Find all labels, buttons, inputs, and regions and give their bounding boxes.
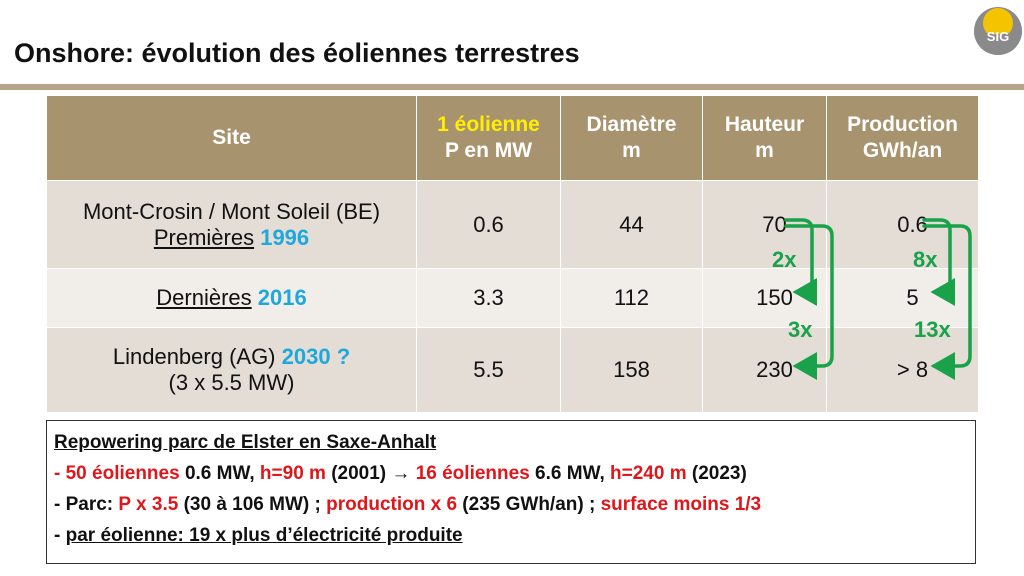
logo-text: SIG bbox=[986, 29, 1010, 44]
cell-diameter: 112 bbox=[560, 268, 703, 328]
header-production-line1: Production bbox=[847, 113, 958, 136]
header-power: 1 éolienne P en MW bbox=[416, 95, 561, 181]
line3-text: par éolienne: 19 x plus d’électricité pr… bbox=[65, 525, 463, 546]
header-site-label: Site bbox=[212, 126, 251, 149]
header-height-line1: Hauteur bbox=[724, 113, 805, 136]
cell-diameter: 44 bbox=[560, 180, 703, 269]
header-power-line1: 1 éolienne bbox=[437, 113, 540, 136]
cell-site: Lindenberg (AG) 2030 ? (3 x 5.5 MW) bbox=[46, 327, 417, 413]
line2-parc-label: - Parc: bbox=[54, 494, 119, 515]
site-label: Dernières bbox=[156, 285, 252, 310]
header-production: Production GWh/an bbox=[826, 95, 979, 181]
page-title: Onshore: évolution des éoliennes terrest… bbox=[14, 38, 580, 68]
line2-surface: surface moins 1/3 bbox=[600, 494, 762, 515]
cell-diameter: 158 bbox=[560, 327, 703, 413]
header-diameter: Diamètre m bbox=[560, 95, 703, 181]
sig-logo: SIG bbox=[973, 6, 1023, 56]
title-underline bbox=[0, 84, 1024, 90]
cell-height: 70 bbox=[702, 180, 827, 269]
cell-production: 5 bbox=[826, 268, 979, 328]
right-arrow-icon: → bbox=[391, 463, 411, 484]
header-site: Site bbox=[46, 95, 417, 181]
diameter-value: 44 bbox=[619, 211, 644, 237]
cell-power: 5.5 bbox=[416, 327, 561, 413]
cell-power: 0.6 bbox=[416, 180, 561, 269]
site-year: 2016 bbox=[257, 285, 307, 310]
cell-power: 3.3 bbox=[416, 268, 561, 328]
repowering-box: Repowering parc de Elster en Saxe-Anhalt… bbox=[46, 420, 976, 564]
production-value: > 8 bbox=[896, 357, 929, 382]
wind-turbine-table: Site 1 éolienne P en MW Diamètre m Hauteur… bbox=[46, 95, 979, 413]
height-value: 70 bbox=[762, 211, 787, 237]
cell-height: 230 bbox=[702, 327, 827, 413]
cell-production: 0.6 bbox=[826, 180, 979, 269]
line2-power-factor: P x 3.5 bbox=[118, 494, 179, 515]
header-diameter-line2: m bbox=[622, 139, 641, 162]
line3-dash: - bbox=[54, 525, 66, 546]
cell-site: Mont-Crosin / Mont Soleil (BE) Premières … bbox=[46, 180, 417, 269]
table-row: Dernières 2016 3.3 112 150 5 bbox=[46, 268, 979, 328]
header-production-line2: GWh/an bbox=[862, 139, 943, 162]
line1-height-new: h=240 m bbox=[610, 463, 687, 484]
cell-production: > 8 bbox=[826, 327, 979, 413]
line2-power-range: (30 à 106 MW) ; bbox=[178, 494, 327, 515]
table-row: Mont-Crosin / Mont Soleil (BE) Premières … bbox=[46, 180, 979, 269]
line1-year-old: (2001) bbox=[325, 463, 392, 484]
line1-turbines-old: 50 éoliennes bbox=[65, 463, 180, 484]
site-name: Lindenberg (AG) bbox=[112, 344, 276, 369]
line1-power-new: 6.6 MW, bbox=[529, 463, 611, 484]
header-diameter-line1: Diamètre bbox=[586, 113, 677, 136]
height-value: 150 bbox=[756, 285, 793, 310]
production-value: 0.6 bbox=[897, 211, 928, 237]
line2-production-factor: production x 6 bbox=[326, 494, 458, 515]
box-line-2: - Parc: P x 3.5 (30 à 106 MW) ; producti… bbox=[54, 489, 975, 520]
header-height-line2: m bbox=[755, 139, 774, 162]
power-value: 0.6 bbox=[473, 211, 504, 237]
line1-year-new: (2023) bbox=[686, 463, 747, 484]
site-label: Premières bbox=[153, 224, 255, 250]
height-value: 230 bbox=[756, 357, 793, 382]
line2-production-value: (235 GWh/an) ; bbox=[457, 494, 601, 515]
line1-height-old: h=90 m bbox=[259, 463, 326, 484]
production-value: 5 bbox=[906, 285, 919, 310]
line1-turbines-new: 16 éoliennes bbox=[415, 463, 530, 484]
power-value: 5.5 bbox=[473, 357, 504, 382]
diameter-value: 112 bbox=[613, 285, 650, 310]
line1-dash: - bbox=[54, 463, 66, 484]
cell-height: 150 bbox=[702, 268, 827, 328]
site-name: Mont-Crosin / Mont Soleil (BE) bbox=[82, 198, 381, 224]
site-detail: (3 x 5.5 MW) bbox=[168, 370, 295, 395]
box-heading: Repowering parc de Elster en Saxe-Anhalt bbox=[54, 432, 437, 453]
diameter-value: 158 bbox=[613, 357, 650, 382]
site-year: 2030 ? bbox=[281, 344, 351, 369]
header-height: Hauteur m bbox=[702, 95, 827, 181]
cell-site: Dernières 2016 bbox=[46, 268, 417, 328]
line1-power-old: 0.6 MW, bbox=[179, 463, 260, 484]
box-line-1: - 50 éoliennes 0.6 MW, h=90 m (2001) → 1… bbox=[54, 458, 975, 489]
table-row: Lindenberg (AG) 2030 ? (3 x 5.5 MW) 5.5 1… bbox=[46, 327, 979, 413]
site-year: 1996 bbox=[260, 224, 310, 250]
power-value: 3.3 bbox=[473, 285, 504, 310]
box-line-3: - par éolienne: 19 x plus d’électricité … bbox=[54, 520, 975, 551]
header-power-line2: P en MW bbox=[444, 139, 533, 162]
table-header-row: Site 1 éolienne P en MW Diamètre m Hauteur… bbox=[46, 95, 979, 181]
sig-logo-icon bbox=[974, 7, 1022, 55]
